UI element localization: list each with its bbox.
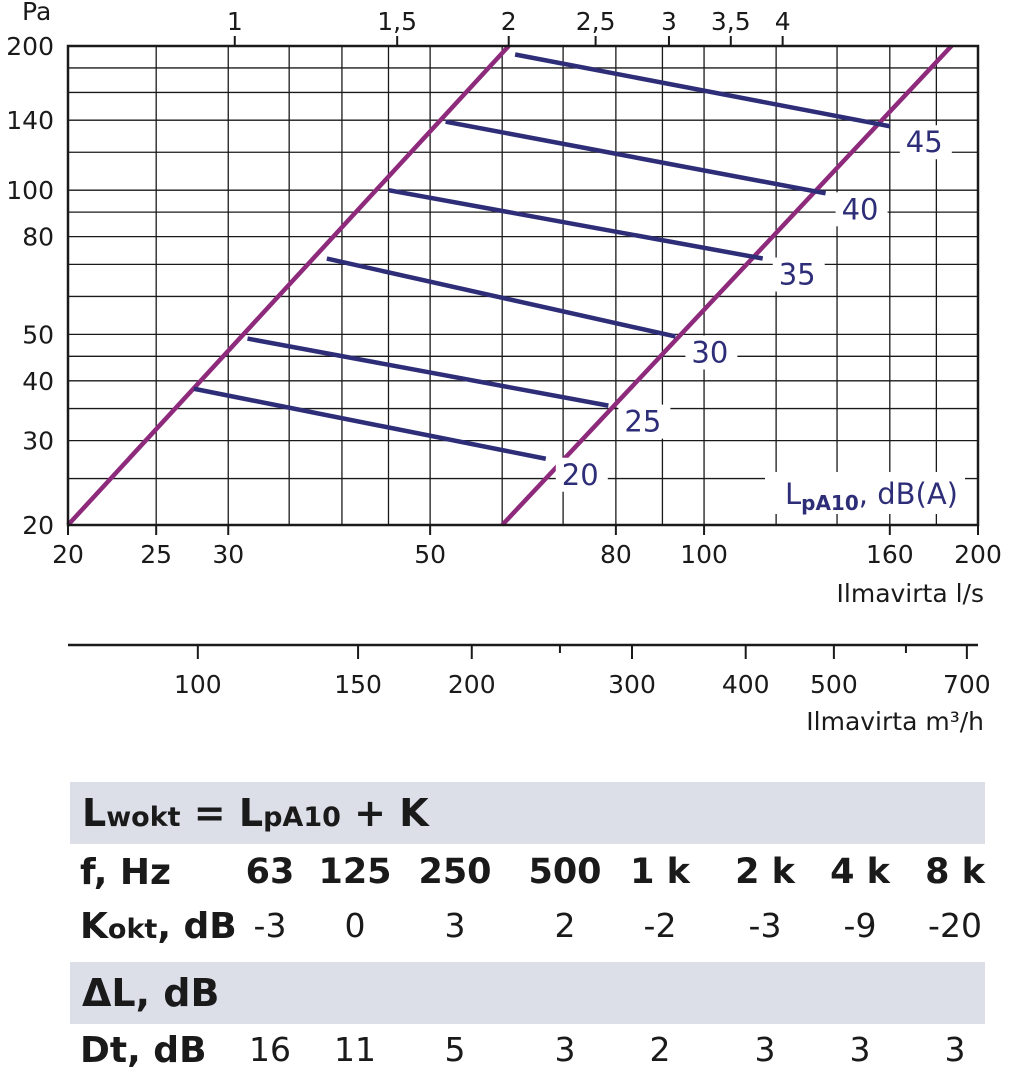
level-label-bg xyxy=(618,404,671,439)
curve-label-rest: , dB(A) xyxy=(859,477,958,511)
k-label: Kokt, dB xyxy=(80,906,237,947)
k-row: Kokt, dB -3 0 3 2 -2 -3 -9 -20 xyxy=(70,906,985,956)
freq-cell: 63 xyxy=(245,852,295,892)
k-cell: 0 xyxy=(344,906,366,945)
level-label-25: 25 xyxy=(624,405,661,439)
top-tick-label: 2,5 xyxy=(576,7,616,36)
freq-cell: 4 k xyxy=(830,852,890,892)
level-label-45: 45 xyxy=(906,125,943,159)
freq-cell: 2 k xyxy=(735,852,795,892)
x-axis-title: Ilmavirta l/s xyxy=(837,579,984,608)
level-label-bg xyxy=(772,257,825,292)
k-cell: -2 xyxy=(643,906,677,945)
level-line-30 xyxy=(326,256,676,339)
m3h-axis-title: Ilmavirta m³/h xyxy=(806,707,984,736)
curve-label-main: L xyxy=(785,477,801,511)
dt-cell: 5 xyxy=(444,1030,466,1069)
m3h-tick-label: 200 xyxy=(448,670,496,699)
k-cell: -9 xyxy=(843,906,877,945)
k-cell: -3 xyxy=(253,906,287,945)
formula: Lwokt = LpA10 + K xyxy=(82,791,429,835)
level-line-40 xyxy=(445,119,827,196)
x-tick-label: 30 xyxy=(212,540,244,569)
top-tick-label: 1 xyxy=(227,7,243,36)
curve-label-sub: pA10 xyxy=(801,491,859,515)
top-tick-label: 3,5 xyxy=(711,7,751,36)
chart-axes: 20 25 30 50 80 100 160 200 20 30 40 50 80 100 140 200 1 1… xyxy=(6,7,1002,699)
y-tick-label: 140 xyxy=(6,106,54,135)
y-tick-label: 200 xyxy=(6,32,54,61)
formula-band: Lwokt = LpA10 + K xyxy=(70,782,985,844)
dt-cell: 3 xyxy=(754,1030,776,1069)
top-tick-label: 1,5 xyxy=(377,7,417,36)
x-tick-label: 100 xyxy=(680,540,728,569)
level-label-bg xyxy=(685,335,738,370)
y-tick-label: 80 xyxy=(22,223,54,252)
x-tick-label: 25 xyxy=(140,540,172,569)
dt-cell: 11 xyxy=(334,1030,376,1069)
level-label-bg xyxy=(899,125,952,160)
level-label-bg xyxy=(555,457,608,492)
m3h-tick-label: 100 xyxy=(174,670,222,699)
delta-label: ΔL, dB xyxy=(82,971,220,1015)
pressure-airflow-chart: 20 25 30 35 40 45 20 25 30 50 80 100 160 200 20 30 40 50… xyxy=(6,0,1002,736)
y-tick-label: 50 xyxy=(22,320,54,349)
k-cell: -20 xyxy=(928,906,982,945)
freq-cell: 250 xyxy=(418,852,492,892)
y-axis-unit: Pa xyxy=(22,0,51,26)
y-tick-label: 100 xyxy=(6,176,54,205)
m3h-tick-label: 150 xyxy=(334,670,382,699)
dt-row: Dt, dB 16 11 5 3 2 3 3 3 xyxy=(70,1030,985,1080)
dt-cell: 16 xyxy=(249,1030,291,1069)
level-line-25 xyxy=(247,336,609,408)
m3h-tick-label: 300 xyxy=(608,670,656,699)
frequency-row: f, Hz 63 125 250 500 1 k 2 k 4 k 8 k xyxy=(70,852,985,902)
level-line-35 xyxy=(388,187,764,261)
m3h-tick-label: 500 xyxy=(810,670,858,699)
chart-grid xyxy=(68,46,978,525)
sound-level-lines: 20 25 30 35 40 45 xyxy=(193,52,952,492)
dt-cell: 3 xyxy=(554,1030,576,1069)
delta-band: ΔL, dB xyxy=(70,962,985,1024)
top-tick-label: 3 xyxy=(661,7,677,36)
dt-cell: 2 xyxy=(649,1030,671,1069)
level-label-bg xyxy=(835,192,888,227)
level-line-20 xyxy=(193,386,547,461)
dt-cell: 3 xyxy=(849,1030,871,1069)
level-label-40: 40 xyxy=(842,192,879,226)
plot-frame xyxy=(66,44,980,527)
x-tick-label: 20 xyxy=(52,540,84,569)
y-tick-label: 30 xyxy=(22,427,54,456)
top-tick-label: 2 xyxy=(501,7,517,36)
top-tick-label: 4 xyxy=(775,7,791,36)
boundary-line xyxy=(500,44,954,527)
freq-cell: 1 k xyxy=(630,852,690,892)
level-label-35: 35 xyxy=(779,258,816,292)
freq-cell: 125 xyxy=(318,852,392,892)
x-tick-label: 200 xyxy=(954,540,1002,569)
x-tick-label: 160 xyxy=(866,540,914,569)
curve-family-label: LpA10, dB(A) xyxy=(765,472,965,515)
level-label-20: 20 xyxy=(562,458,599,492)
level-line-45 xyxy=(514,52,891,129)
freq-cell: 500 xyxy=(528,852,602,892)
y-tick-label: 20 xyxy=(22,511,54,540)
dt-label: Dt, dB xyxy=(80,1030,207,1071)
svg-text:LpA10, dB(A): LpA10, dB(A) xyxy=(785,477,958,515)
level-label-30: 30 xyxy=(691,335,728,369)
k-cell: 2 xyxy=(554,906,576,945)
boundary-line xyxy=(66,44,511,527)
k-cell: -3 xyxy=(748,906,782,945)
k-cell: 3 xyxy=(444,906,466,945)
dt-cell: 3 xyxy=(944,1030,966,1069)
frequency-label: f, Hz xyxy=(80,852,171,893)
x-tick-label: 50 xyxy=(414,540,446,569)
m3h-tick-label: 400 xyxy=(722,670,770,699)
y-tick-label: 40 xyxy=(22,367,54,396)
freq-cell: 8 k xyxy=(925,852,985,892)
x-tick-label: 80 xyxy=(600,540,632,569)
m3h-tick-label: 700 xyxy=(943,670,991,699)
